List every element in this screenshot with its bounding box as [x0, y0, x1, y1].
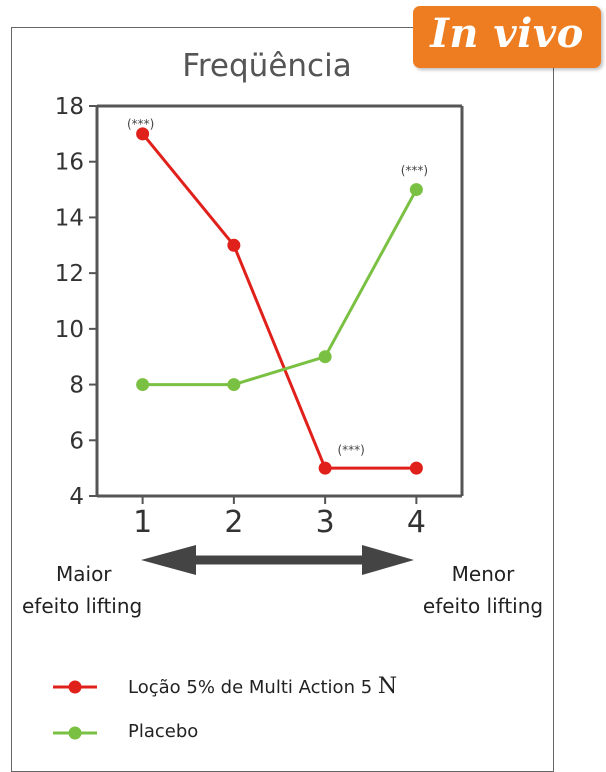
y-tick-label: 18	[55, 94, 84, 120]
significance-annotation: (***)	[127, 117, 154, 131]
y-tick-label: 10	[55, 317, 84, 343]
data-point	[136, 127, 150, 141]
x-tick-label: 3	[316, 505, 335, 540]
data-point	[136, 378, 150, 392]
legend-dot-0	[68, 680, 82, 694]
legend-label-locao: Loção 5% de Multi Action 5	[128, 677, 373, 698]
y-tick-label: 8	[69, 373, 84, 399]
axes	[95, 104, 464, 498]
significance-annotation: (***)	[337, 443, 364, 457]
x-tick-label: 1	[133, 505, 152, 540]
annotations: (***) (***) (***)	[127, 117, 428, 457]
data-point	[318, 350, 332, 364]
data-point	[318, 461, 332, 475]
legend-label-locao-suffix: N	[377, 674, 398, 699]
legend-item-locao: Loção 5% de Multi Action 5 N	[128, 674, 397, 699]
y-tick-label: 4	[69, 484, 84, 510]
in-vivo-badge: In vivo	[413, 6, 601, 68]
y-tick-label: 14	[55, 205, 84, 231]
arrow-head-left	[141, 545, 196, 575]
series-lines	[136, 127, 423, 475]
y-tick-label: 16	[55, 150, 84, 176]
legend-item-placebo: Placebo	[128, 721, 198, 742]
maior-label-line2: efeito lifting	[22, 594, 143, 618]
x-tick-label: 4	[407, 505, 426, 540]
series-line-0	[141, 132, 417, 470]
legend-dot-1	[68, 726, 82, 740]
menor-label: Menor efeito lifting	[408, 558, 558, 622]
data-point	[227, 378, 241, 392]
data-point	[227, 238, 241, 252]
legend-label-placebo: Placebo	[128, 721, 199, 742]
y-tick-label: 12	[55, 261, 84, 287]
series-line-1	[142, 188, 418, 387]
direction-arrow	[141, 545, 414, 575]
arrow-head-right	[362, 545, 414, 575]
data-point	[409, 461, 423, 475]
menor-label-line1: Menor	[451, 562, 515, 586]
menor-label-line2: efeito lifting	[422, 594, 544, 618]
data-point	[409, 183, 423, 197]
badge-label: In vivo	[430, 10, 584, 57]
chart-title: Freqüência	[182, 48, 351, 84]
maior-label-line1: Maior	[56, 562, 112, 586]
maior-label: Maior efeito lifting	[22, 558, 142, 622]
x-tick-label: 2	[224, 505, 243, 540]
significance-annotation: (***)	[401, 164, 428, 178]
y-tick-label: 6	[69, 428, 84, 454]
legend-markers	[53, 680, 97, 740]
